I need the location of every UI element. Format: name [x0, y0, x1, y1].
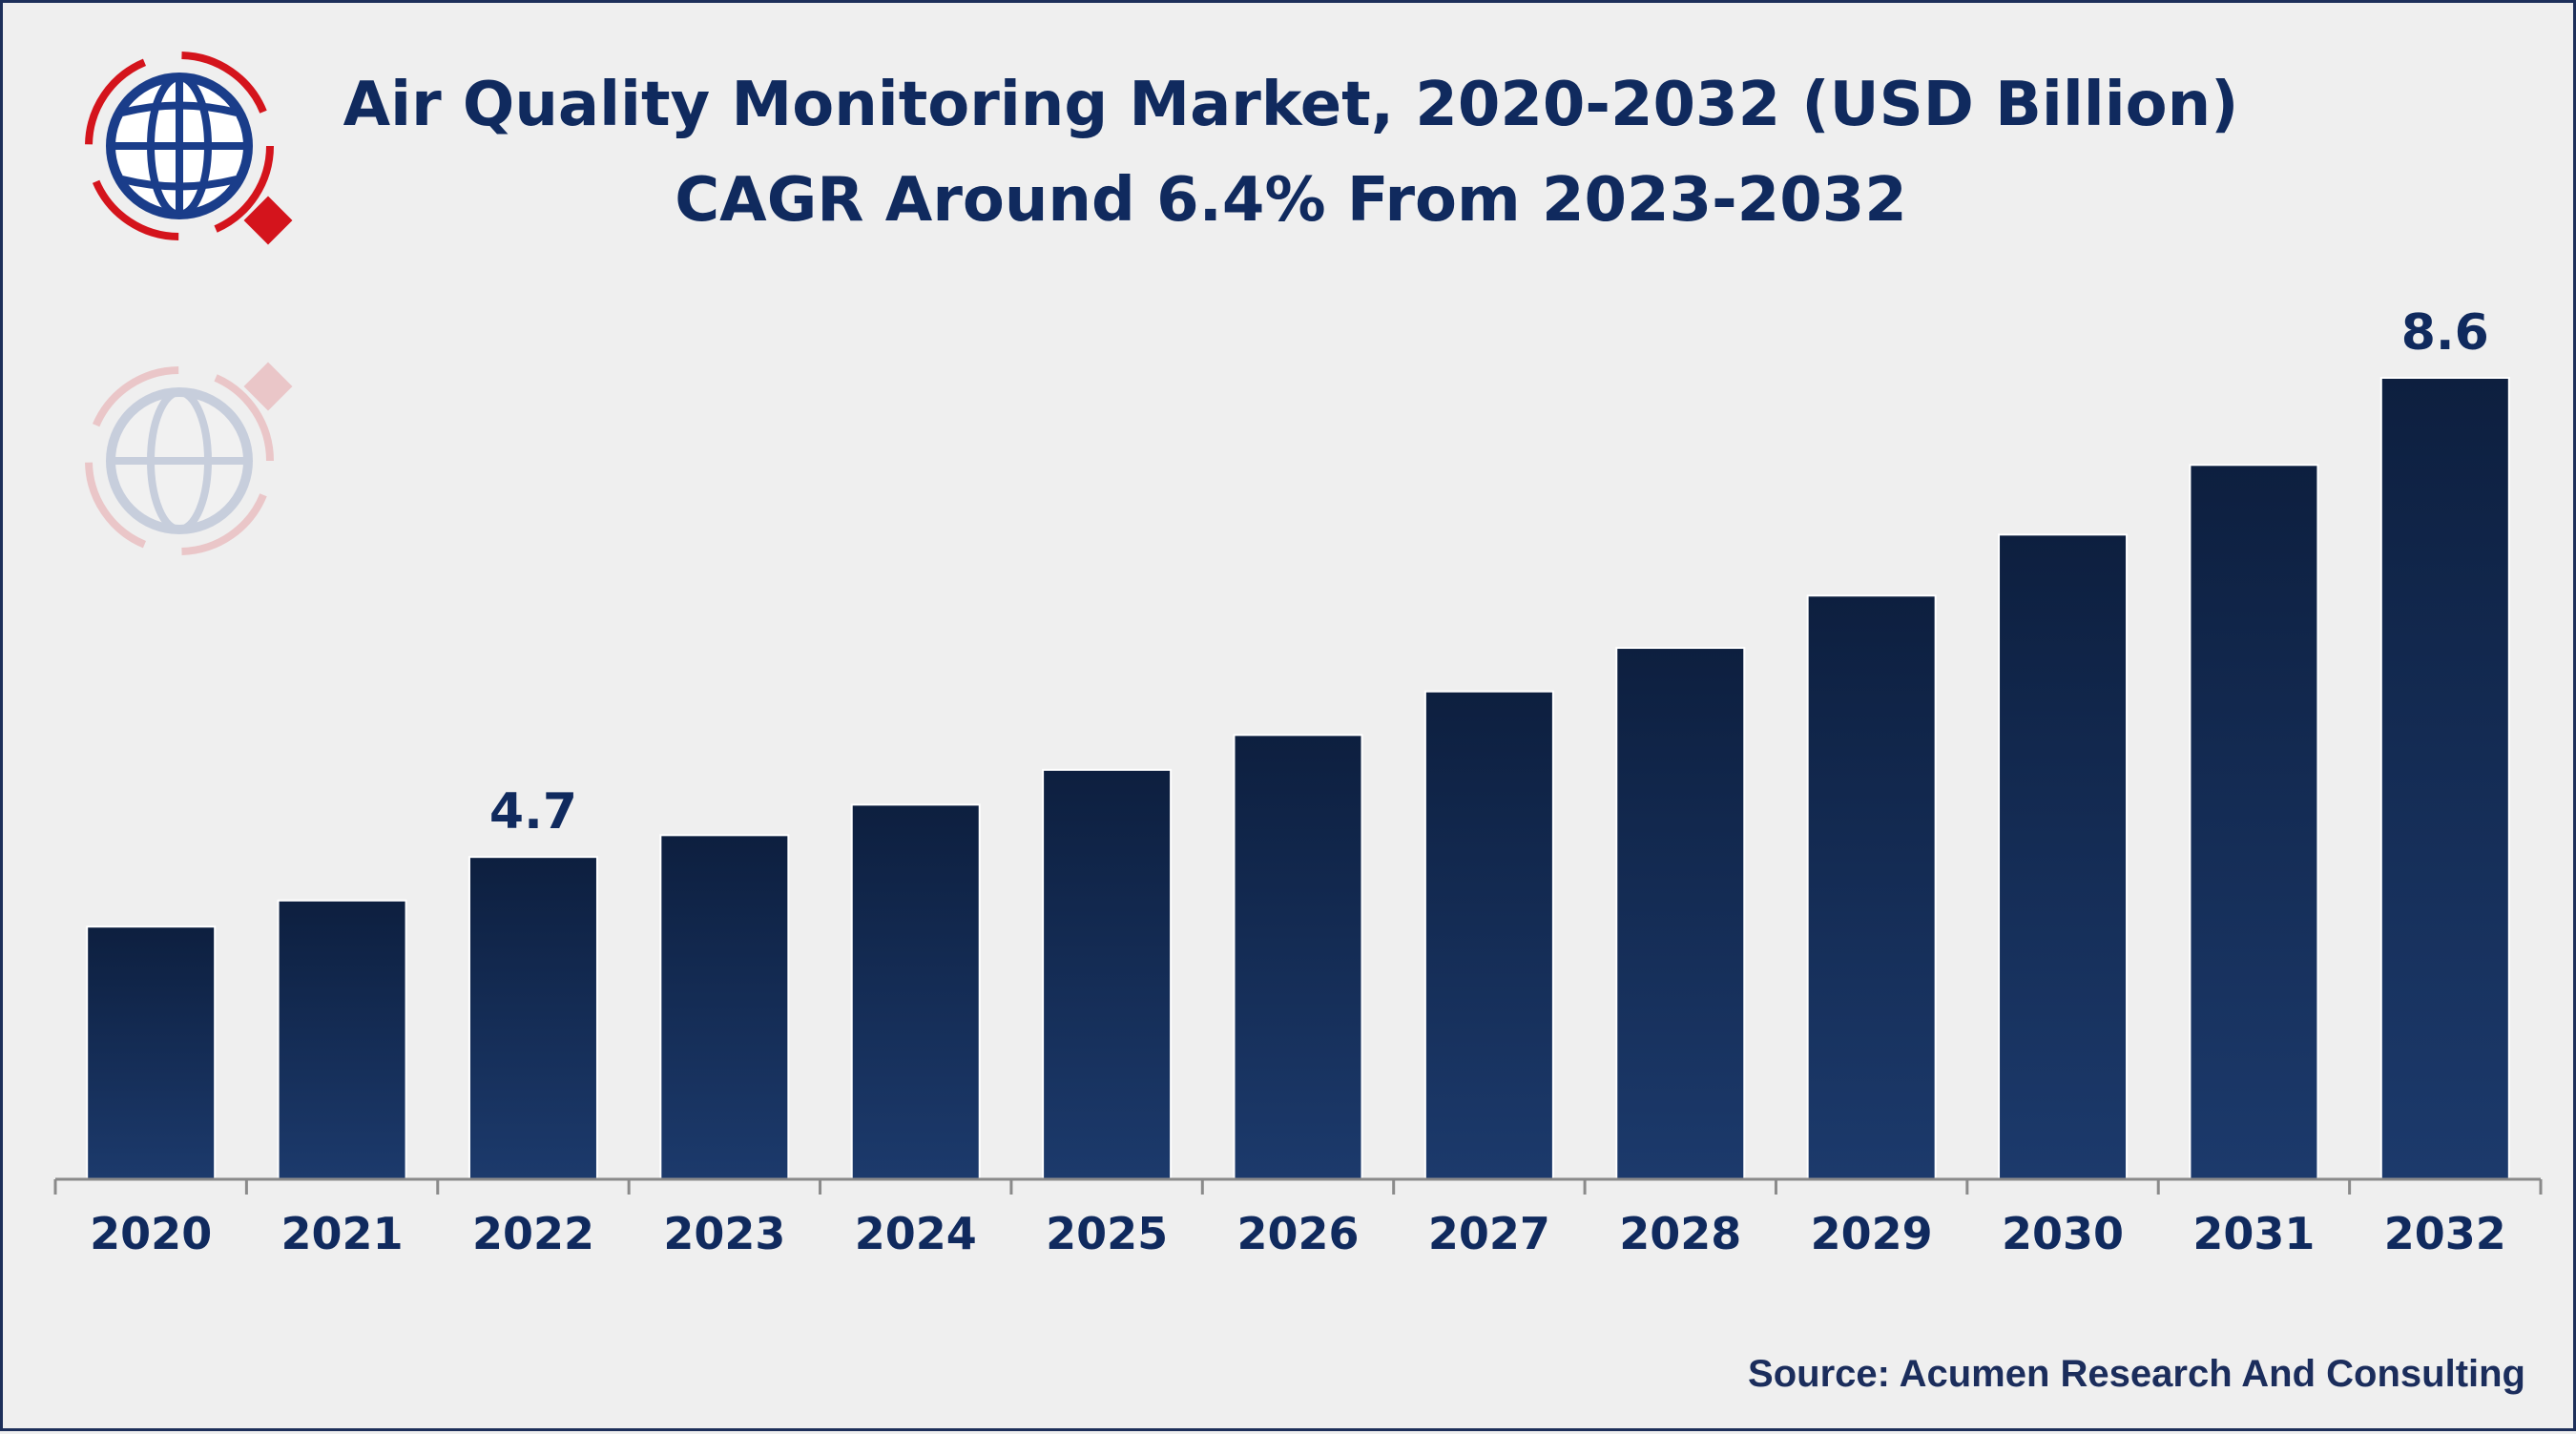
- x-tick-label-2025: 2025: [1046, 1208, 1168, 1259]
- bar-2025: [1042, 768, 1173, 1180]
- x-tick-label-2030: 2030: [2002, 1208, 2124, 1259]
- x-tick-label-2022: 2022: [472, 1208, 594, 1259]
- x-tick-label-2023: 2023: [663, 1208, 785, 1259]
- data-label-2032: 8.6: [2401, 304, 2489, 362]
- bar-2029: [1806, 594, 1937, 1180]
- bar-2024: [850, 803, 981, 1180]
- bar-2023: [659, 834, 790, 1180]
- x-tick-label-2021: 2021: [281, 1208, 404, 1259]
- company-logo: [85, 52, 293, 245]
- chart-subtitle: CAGR Around 6.4% From 2023-2032: [675, 165, 1907, 236]
- bar-chart: 2020 2021 2022 4.7 2023 2024 2025 2026 2027 2028 2…: [53, 304, 2543, 1259]
- data-label-2022: 4.7: [489, 783, 577, 841]
- x-tick-label-2027: 2027: [1428, 1208, 1550, 1259]
- x-tick-label-2026: 2026: [1236, 1208, 1359, 1259]
- x-axis: [53, 1177, 2543, 1195]
- source-note: Source: Acumen Research And Consulting: [1748, 1353, 2525, 1395]
- bar-2022: [467, 856, 598, 1180]
- bar-2020: [86, 925, 217, 1181]
- x-tick-label-2028: 2028: [1619, 1208, 1741, 1259]
- x-tick-label-2032: 2032: [2384, 1208, 2506, 1259]
- x-tick-label-2024: 2024: [855, 1208, 977, 1259]
- bars-layer: [86, 377, 2510, 1181]
- bar-2032: [2379, 377, 2510, 1180]
- bar-2026: [1233, 734, 1363, 1180]
- bar-2027: [1423, 690, 1554, 1181]
- bar-2021: [277, 899, 407, 1181]
- x-tick-label-2031: 2031: [2192, 1208, 2315, 1259]
- labels-layer: 2020 2021 2022 4.7 2023 2024 2025 2026 2027 2028 2…: [90, 304, 2506, 1259]
- x-tick-label-2020: 2020: [90, 1208, 212, 1259]
- chart-title: Air Quality Monitoring Market, 2020-2032…: [343, 70, 2239, 140]
- bar-2030: [1998, 533, 2129, 1180]
- x-tick-label-2029: 2029: [1811, 1208, 1933, 1259]
- company-logo-reflection: [85, 362, 293, 555]
- bar-2028: [1615, 647, 1746, 1180]
- bar-2031: [2189, 464, 2319, 1181]
